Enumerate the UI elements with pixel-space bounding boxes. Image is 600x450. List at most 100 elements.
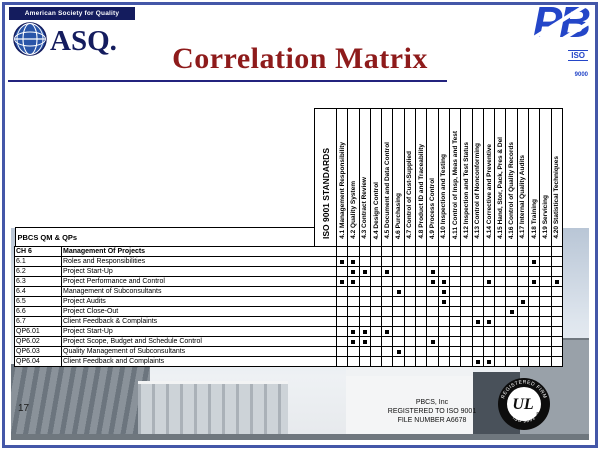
matrix-cell — [392, 346, 405, 357]
correlation-matrix-table: PBCS QM & QPs ISO 9001 STANDARDS 4.1 Man… — [14, 108, 563, 367]
matrix-cell — [369, 266, 383, 277]
matrix-cell — [392, 246, 405, 257]
matrix-cell — [358, 346, 371, 357]
matrix-cell — [392, 336, 405, 347]
matrix-cell — [437, 336, 450, 347]
matrix-cell — [392, 276, 405, 287]
correlation-mark — [362, 339, 367, 344]
iso-element-header: 4.20 Statistical Techniques — [550, 108, 563, 247]
row-label: Project Start-Up — [61, 326, 337, 337]
matrix-cell — [471, 246, 484, 257]
matrix-cell — [482, 266, 496, 277]
matrix-cell — [335, 256, 349, 267]
row-label: Roles and Responsibilities — [61, 256, 337, 267]
correlation-mark — [351, 269, 356, 274]
asq-globe-icon — [13, 22, 47, 61]
correlation-mark — [351, 279, 356, 284]
ul-logo: REGISTERED FIRM ISO 9001 UL ® — [497, 377, 551, 436]
matrix-cell — [426, 306, 439, 317]
matrix-cell — [494, 346, 507, 357]
matrix-cell — [460, 356, 473, 367]
matrix-cell — [347, 316, 360, 327]
matrix-cell — [494, 266, 507, 277]
matrix-cell — [426, 286, 439, 297]
matrix-cell — [381, 266, 394, 277]
iso-element-header: 4.6 Purchasing — [392, 108, 405, 247]
photo-ground — [11, 434, 589, 440]
matrix-cell — [358, 356, 371, 367]
row-id: QP6.01 — [14, 326, 62, 337]
matrix-cell — [437, 346, 450, 357]
matrix-cell — [437, 246, 450, 257]
matrix-cell — [426, 246, 439, 257]
matrix-cell — [471, 306, 484, 317]
matrix-cell — [369, 346, 383, 357]
matrix-cell — [392, 316, 405, 327]
matrix-cell — [528, 296, 541, 307]
matrix-cell — [335, 326, 349, 337]
matrix-cell — [505, 246, 518, 257]
row-id: 6.1 — [14, 256, 62, 267]
matrix-cell — [335, 316, 349, 327]
matrix-cell — [539, 356, 552, 367]
matrix-cell — [381, 246, 394, 257]
matrix-cell — [448, 346, 462, 357]
matrix-cell — [539, 246, 552, 257]
matrix-cell — [403, 326, 417, 337]
matrix-cell — [415, 356, 428, 367]
matrix-cell — [471, 326, 484, 337]
correlation-mark — [487, 359, 491, 364]
matrix-cell — [460, 286, 473, 297]
correlation-mark — [340, 279, 345, 284]
matrix-cell — [482, 316, 496, 327]
matrix-cell — [403, 246, 417, 257]
matrix-cell — [460, 296, 473, 307]
matrix-cell — [335, 286, 349, 297]
matrix-cell — [381, 256, 394, 267]
correlation-mark — [441, 299, 446, 304]
matrix-cell — [381, 336, 394, 347]
matrix-cell — [471, 346, 484, 357]
matrix-cell — [448, 266, 462, 277]
matrix-cell — [494, 256, 507, 267]
registration-info: PBCS, Inc REGISTERED TO ISO 9001 FILE NU… — [366, 398, 498, 425]
matrix-cell — [415, 286, 428, 297]
matrix-cell — [516, 286, 530, 297]
row-label: Client Feedback & Complaints — [61, 316, 337, 327]
matrix-cell — [539, 266, 552, 277]
matrix-cell — [426, 346, 439, 357]
matrix-cell — [516, 276, 530, 287]
row-label: Project Close-Out — [61, 306, 337, 317]
matrix-cell — [516, 336, 530, 347]
matrix-cell — [482, 246, 496, 257]
matrix-cell — [358, 266, 371, 277]
matrix-cell — [437, 286, 450, 297]
matrix-cell — [448, 316, 462, 327]
matrix-cell — [471, 296, 484, 307]
matrix-cell — [358, 326, 371, 337]
matrix-cell — [415, 336, 428, 347]
matrix-cell — [539, 306, 552, 317]
matrix-cell — [403, 316, 417, 327]
matrix-cell — [426, 276, 439, 287]
matrix-cell — [528, 276, 541, 287]
correlation-mark — [430, 339, 435, 344]
matrix-row: 6.4 Management of Subconsultants — [14, 286, 563, 297]
correlation-mark — [441, 279, 446, 284]
iso-element-header: 4.11 Control of Insp, Meas and Test — [448, 108, 462, 247]
matrix-cell — [437, 326, 450, 337]
matrix-cell — [415, 246, 428, 257]
matrix-cell — [403, 346, 417, 357]
iso-element-header: 4.8 Product ID and Traceability — [415, 108, 428, 247]
matrix-cell — [528, 336, 541, 347]
matrix-cell — [494, 296, 507, 307]
matrix-cell — [550, 296, 563, 307]
matrix-cell — [528, 246, 541, 257]
matrix-cell — [539, 346, 552, 357]
matrix-cell — [460, 266, 473, 277]
matrix-cell — [381, 276, 394, 287]
matrix-cell — [358, 286, 371, 297]
matrix-cell — [460, 256, 473, 267]
matrix-cell — [471, 276, 484, 287]
